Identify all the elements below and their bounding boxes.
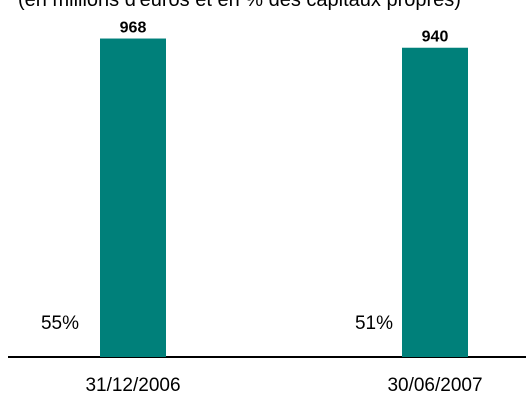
value-label-1: 968 — [120, 20, 147, 37]
percent-label-2: 51% — [355, 313, 393, 334]
chart-subtitle: (en millions d'euros et en % des capitau… — [18, 0, 461, 11]
category-label-1: 31/12/2006 — [85, 375, 180, 396]
bar-2 — [402, 47, 468, 358]
value-label-2: 940 — [422, 29, 449, 46]
percent-label-1: 55% — [41, 313, 79, 334]
category-label-2: 30/06/2007 — [387, 375, 482, 396]
bar-1 — [100, 38, 166, 357]
